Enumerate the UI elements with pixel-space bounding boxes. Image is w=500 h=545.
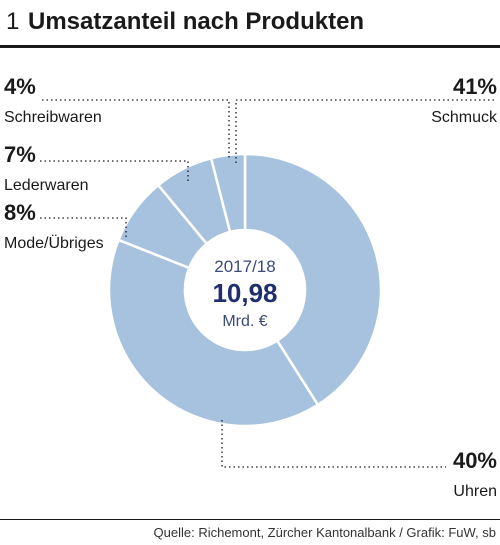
category-label-schmuck: Schmuck [431,109,498,126]
percent-label-mode-briges: 8% [4,200,36,225]
percent-label-schmuck: 41% [453,74,497,99]
center-total-value: 10,98 [212,278,277,308]
category-label-schreibwaren: Schreibwaren [4,109,102,126]
footer-rule [0,519,500,520]
source-note: Quelle: Richemont, Zürcher Kantonalbank … [154,525,496,540]
category-label-lederwaren: Lederwaren [4,177,89,194]
leader-line-uhren [222,420,446,467]
percent-label-lederwaren: 7% [4,142,36,167]
percent-label-uhren: 40% [453,448,497,473]
center-unit-label: Mrd. € [222,313,267,330]
percent-label-schreibwaren: 4% [4,74,36,99]
category-label-mode-briges: Mode/Übriges [4,234,104,252]
category-label-uhren: Uhren [453,483,497,500]
center-year-label: 2017/18 [214,257,275,276]
